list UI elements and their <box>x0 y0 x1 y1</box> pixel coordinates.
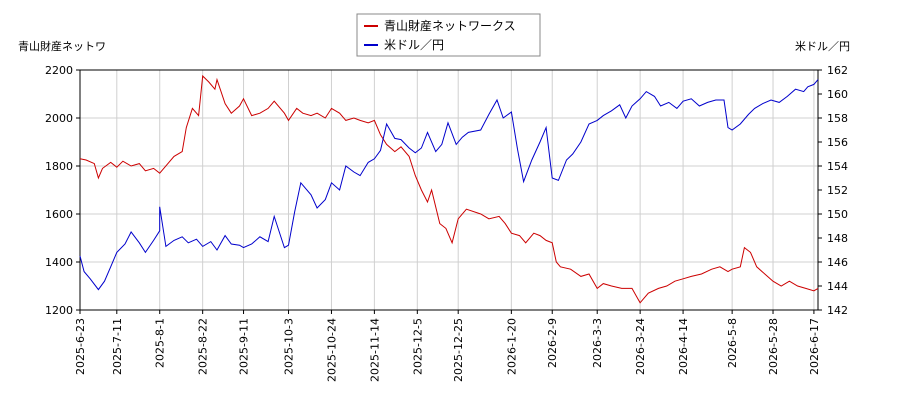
left-tick-label: 1200 <box>45 304 73 317</box>
left-tick-label: 1800 <box>45 160 73 173</box>
legend-label-stock: 青山財産ネットワークス <box>384 18 516 33</box>
x-tick-label: 2026-4-14 <box>677 318 690 375</box>
left-axis-ticks: 1200 1400 1600 1800 2000 2200 <box>45 64 80 317</box>
right-tick-label: 160 <box>827 88 848 101</box>
x-tick-label: 2026-5-8 <box>726 318 739 368</box>
right-tick-label: 150 <box>827 208 848 221</box>
right-tick-label: 156 <box>827 136 848 149</box>
right-tick-label: 148 <box>827 232 848 245</box>
right-axis-label: 米ドル／円 <box>795 40 850 53</box>
series-lines <box>79 74 819 304</box>
x-tick-label: 2025-8-22 <box>197 318 210 375</box>
x-tick-label: 2025-12-25 <box>452 318 465 382</box>
x-tick-label: 2025-12-5 <box>411 318 424 375</box>
left-axis-label: 青山財産ネットワ <box>18 39 106 53</box>
x-tick-label: 2025-8-1 <box>154 318 167 368</box>
right-tick-label: 158 <box>827 112 848 125</box>
x-tick-label: 2026-2-9 <box>546 318 559 368</box>
legend-box <box>356 13 541 57</box>
x-tick-label: 2026-1-20 <box>505 318 518 375</box>
left-tick-label: 2000 <box>45 112 73 125</box>
right-tick-label: 152 <box>827 184 848 197</box>
x-tick-label: 2025-11-14 <box>368 318 381 382</box>
right-tick-label: 154 <box>827 160 848 173</box>
series-line-usdjpy <box>79 79 819 291</box>
right-axis-ticks: 142 144 146 148 150 152 154 156 158 160 162 <box>818 64 848 317</box>
right-tick-label: 162 <box>827 64 848 77</box>
left-tick-label: 1400 <box>45 256 73 269</box>
x-tick-label: 2025-10-3 <box>283 318 296 375</box>
left-tick-label: 1600 <box>45 208 73 221</box>
x-tick-label: 2025-10-24 <box>325 318 338 382</box>
x-tick-label: 2025-7-11 <box>111 318 124 375</box>
right-tick-label: 146 <box>827 256 848 269</box>
legend-label-usdjpy: 米ドル／円 <box>384 38 444 52</box>
series-line-stock <box>79 74 819 304</box>
right-tick-label: 142 <box>827 304 848 317</box>
x-tick-label: 2025-6-23 <box>74 318 87 375</box>
plot-frame <box>79 69 819 311</box>
x-tick-label: 2026-5-28 <box>767 318 780 375</box>
x-tick-label: 2025-9-11 <box>238 318 251 375</box>
legend: 青山財産ネットワークス 米ドル／円 <box>356 13 541 57</box>
left-tick-label: 2200 <box>45 64 73 77</box>
x-tick-label: 2026-3-3 <box>591 318 604 368</box>
x-axis-ticks: 2025-6-23 2025-7-11 2025-8-1 2025-8-22 2025-… <box>74 310 821 382</box>
x-tick-label: 2026-3-24 <box>634 318 647 375</box>
right-tick-label: 144 <box>827 280 848 293</box>
grid <box>79 69 818 311</box>
x-tick-label: 2026-6-17 <box>808 318 821 375</box>
